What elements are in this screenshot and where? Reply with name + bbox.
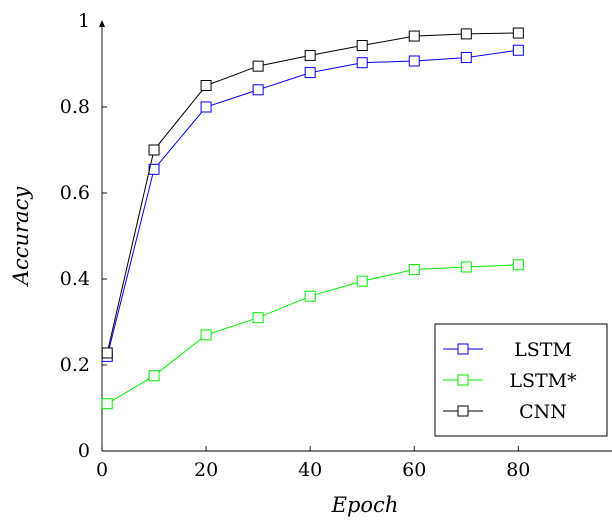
series-cnn [101,27,524,359]
data-point [512,27,524,39]
legend-swatch-marker [457,343,469,355]
y-axis-label: Accuracy [9,186,33,288]
data-point [200,101,212,113]
x-tick-label: 80 [506,459,530,481]
y-axis-arrow [99,20,105,27]
series-layer [101,27,524,410]
y-tick-label: 1 [78,10,90,32]
data-point [200,329,212,341]
series-lstm [101,44,524,362]
legend-item-lstm: LSTM [443,339,572,361]
x-tick-label: 20 [194,459,218,481]
data-point [408,30,420,42]
legend-item-cnn: CNN [443,401,567,423]
data-point [101,398,113,410]
y-tick-label: 0.4 [60,268,90,290]
data-point [252,84,264,96]
data-point [408,264,420,276]
data-point [148,144,160,156]
legend-swatch-marker [457,405,469,417]
x-tick-label: 0 [96,459,108,481]
data-point [304,49,316,61]
y-tick-label: 0.8 [60,96,90,118]
data-point [304,67,316,79]
data-point [200,80,212,91]
data-point [512,259,524,271]
data-point [356,40,368,52]
x-axis-label: Epoch [331,493,399,517]
legend-item-lstm-star: LSTM* [443,370,577,392]
data-point [252,60,264,72]
x-tick-label: 60 [402,459,426,481]
legend-swatch-marker [457,374,469,386]
y-tick-label: 0.2 [60,354,90,376]
plot-area [99,20,612,452]
x-tick-label: 40 [298,459,322,481]
data-point [408,55,420,67]
data-point [356,275,368,287]
data-point [101,347,113,359]
data-point [252,312,264,324]
data-point [356,57,368,69]
axis-ticks: 0 20 40 60 80 0 0.2 0.4 0.6 0.8 1 [60,10,531,481]
series-line [106,49,519,357]
data-point [304,290,316,302]
series-line [106,32,519,354]
y-tick-label: 0.6 [60,182,90,204]
series-lstm-star [101,259,524,410]
legend-label: LSTM* [509,370,577,392]
data-point [460,28,472,40]
data-point [148,370,160,382]
legend-label: LSTM [514,339,572,361]
y-tick-label: 0 [78,440,90,462]
data-point [460,261,472,273]
legend: LSTM LSTM* CNN [434,323,608,437]
data-point [460,52,472,64]
legend-label: CNN [519,401,567,423]
data-point [512,44,524,56]
